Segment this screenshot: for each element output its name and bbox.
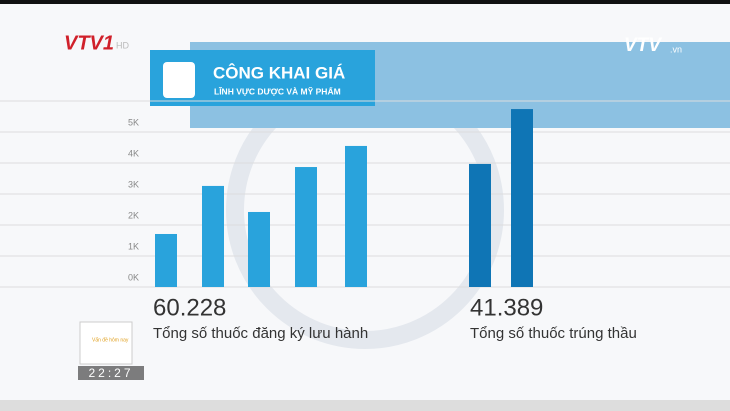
program-thumb	[79, 321, 133, 365]
bar	[295, 167, 317, 287]
bar	[248, 211, 270, 287]
bar	[155, 233, 177, 287]
total-caption: Tổng số thuốc đăng ký lưu hành	[153, 325, 368, 342]
y-tick-label: 5K	[128, 117, 139, 127]
letterbox-bottom	[0, 400, 730, 411]
channel-logo: VTV1	[64, 32, 114, 54]
program-name: Vấn đề hôm nay	[92, 337, 129, 343]
total-caption: Tổng số thuốc trúng thầu	[470, 325, 637, 342]
bar	[202, 185, 224, 287]
site-logo: VTV	[624, 35, 662, 56]
channel-hd: HD	[116, 40, 129, 50]
y-tick-label: 0K	[128, 272, 139, 282]
bar	[511, 109, 533, 287]
bar	[345, 145, 367, 287]
y-tick-label: 1K	[128, 241, 139, 251]
clock: 22:27	[88, 366, 133, 380]
bar	[469, 163, 491, 287]
y-tick-label: 2K	[128, 210, 139, 220]
y-tick-label: 4K	[128, 148, 139, 158]
chart: 0K 1K 2K 3K 4K 5K 60.228 Tổng số thuốc đăng ký …	[0, 100, 730, 342]
total-number: 41.389	[470, 294, 543, 321]
pill-icon	[163, 62, 195, 98]
clock-box	[78, 366, 144, 380]
letterbox-top	[0, 0, 730, 4]
header-title: CÔNG KHAI GIÁ	[213, 63, 345, 82]
site-suffix: .vn	[670, 44, 682, 54]
y-tick-label: 3K	[128, 179, 139, 189]
header-subtitle: LĨNH VỰC DƯỢC VÀ MỸ PHẨM	[214, 85, 341, 96]
total-number: 60.228	[153, 294, 226, 321]
